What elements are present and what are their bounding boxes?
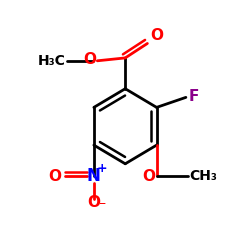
Text: F: F — [188, 89, 198, 104]
Text: O: O — [150, 28, 163, 42]
Text: O: O — [87, 195, 100, 210]
Text: H₃C: H₃C — [38, 54, 66, 68]
Text: CH₃: CH₃ — [189, 169, 217, 183]
Text: N: N — [87, 167, 101, 185]
Text: O: O — [83, 52, 96, 67]
Text: O: O — [49, 169, 62, 184]
Text: +: + — [97, 162, 107, 175]
Text: ⁻: ⁻ — [98, 199, 106, 213]
Text: O: O — [143, 169, 156, 184]
